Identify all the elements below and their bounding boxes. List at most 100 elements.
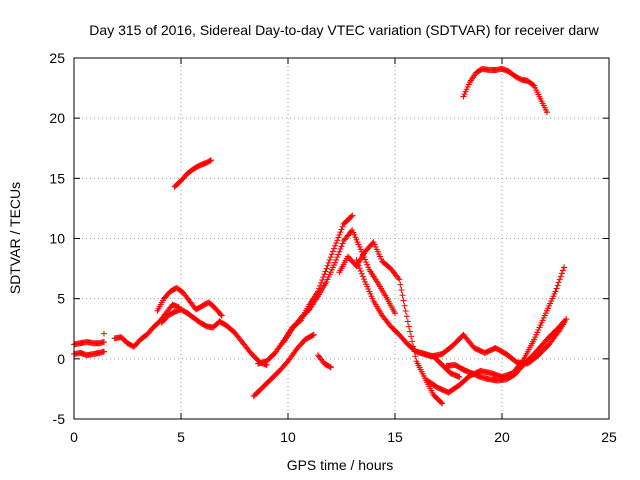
data-point	[325, 259, 332, 266]
data-point	[354, 259, 361, 266]
data-point	[355, 262, 362, 269]
data-point	[100, 330, 107, 337]
data-point	[559, 267, 566, 274]
data-point	[331, 245, 338, 252]
data-point	[332, 259, 339, 266]
data-point	[333, 256, 340, 263]
chart-title: Day 315 of 2016, Sidereal Day-to-day VTE…	[89, 22, 599, 38]
data-point	[356, 265, 363, 272]
data-points	[71, 65, 570, 407]
data-point	[559, 319, 566, 326]
data-point	[318, 279, 325, 286]
data-point	[319, 277, 326, 284]
data-point	[399, 292, 406, 299]
data-point	[401, 302, 408, 309]
series-arc-dawn	[111, 301, 182, 350]
x-axis-label: GPS time / hours	[287, 457, 394, 473]
data-point	[335, 234, 342, 241]
data-point	[321, 271, 328, 278]
data-point	[406, 328, 413, 335]
data-point	[552, 288, 559, 295]
data-point	[100, 338, 107, 345]
data-point	[217, 311, 224, 318]
data-point	[207, 157, 214, 164]
series-arc-early-low	[71, 348, 107, 359]
data-point	[339, 223, 346, 230]
data-point	[362, 256, 369, 263]
data-point	[558, 270, 565, 277]
series-arc-afternoon-a	[336, 239, 446, 407]
data-point	[335, 251, 342, 258]
data-point	[403, 313, 410, 320]
data-point	[397, 281, 404, 288]
y-tick-label: 5	[57, 291, 65, 307]
data-point	[409, 338, 416, 345]
data-point	[338, 226, 345, 233]
data-point	[543, 109, 550, 116]
data-point	[338, 243, 345, 250]
data-point	[561, 264, 568, 271]
data-point	[327, 364, 334, 371]
data-point	[456, 373, 463, 380]
data-point	[337, 246, 344, 253]
data-point	[405, 323, 412, 330]
data-point	[329, 248, 336, 255]
data-point	[218, 312, 225, 319]
series-arc-midday-b	[280, 227, 398, 345]
data-point	[364, 261, 371, 268]
data-point	[336, 248, 343, 255]
data-point	[398, 286, 405, 293]
x-tick-label: 25	[601, 429, 617, 445]
data-point	[360, 276, 367, 283]
series-arc-upper-evening	[460, 65, 550, 116]
data-point	[359, 273, 366, 280]
y-tick-label: -5	[53, 411, 66, 427]
data-point	[333, 240, 340, 247]
data-point	[339, 240, 346, 247]
data-point	[336, 231, 343, 238]
x-tick-label: 20	[494, 429, 510, 445]
data-point	[408, 333, 415, 340]
data-point	[438, 399, 445, 406]
data-point	[322, 268, 329, 275]
y-axis-label: SDTVAR / TECUs	[7, 182, 23, 294]
data-point	[412, 353, 419, 360]
data-point	[334, 254, 341, 261]
data-point	[327, 254, 334, 261]
data-point	[561, 318, 568, 325]
data-point	[206, 157, 213, 164]
series-arc-afternoon-b	[353, 257, 463, 380]
data-point	[439, 400, 446, 407]
data-point	[404, 318, 411, 325]
series-arc-evening-c	[443, 318, 568, 384]
x-tick-label: 0	[70, 429, 78, 445]
series-isolated-points	[100, 330, 334, 371]
data-point	[100, 348, 107, 355]
data-point	[349, 212, 356, 219]
y-tick-label: 15	[49, 170, 65, 186]
data-point	[358, 270, 365, 277]
data-point	[555, 279, 562, 286]
data-point	[400, 297, 407, 304]
data-point	[337, 229, 344, 236]
data-point	[553, 285, 560, 292]
y-tick-label: 0	[57, 351, 65, 367]
data-point	[395, 275, 402, 282]
data-point	[324, 262, 331, 269]
series-arc-midday-low	[250, 331, 317, 400]
x-tick-label: 15	[387, 429, 403, 445]
data-point	[402, 308, 409, 315]
series-arc-early-mid	[71, 338, 107, 348]
data-point	[556, 276, 563, 283]
data-point	[310, 331, 317, 338]
data-point	[363, 259, 370, 266]
data-point	[353, 257, 360, 264]
data-point	[328, 251, 335, 258]
data-point	[326, 363, 333, 370]
data-point	[365, 264, 372, 271]
y-tick-label: 25	[49, 50, 65, 66]
data-point	[334, 237, 341, 244]
x-tick-label: 10	[280, 429, 296, 445]
